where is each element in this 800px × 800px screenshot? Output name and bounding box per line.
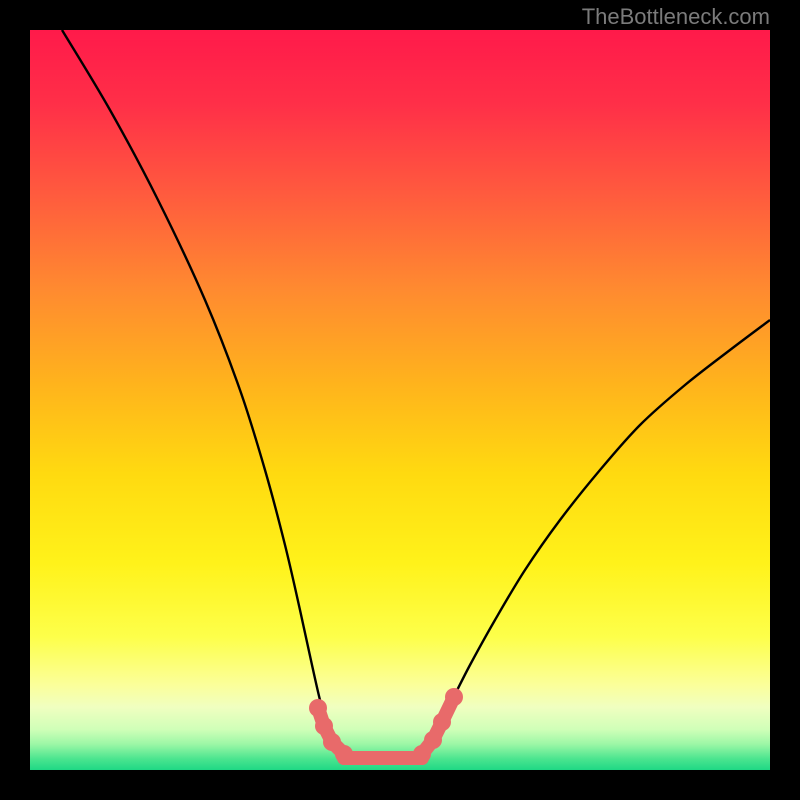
- marker-bead-left-3: [335, 745, 353, 763]
- chart-svg-layer: [0, 0, 800, 800]
- curve-left: [62, 30, 326, 720]
- marker-bead-right-3: [445, 688, 463, 706]
- marker-bead-right-1: [424, 731, 442, 749]
- marker-bead-right-2: [433, 713, 451, 731]
- marker-bead-left-0: [309, 699, 327, 717]
- curve-right: [440, 320, 770, 720]
- marker-bead-left-1: [315, 717, 333, 735]
- marker-bead-right-0: [413, 745, 431, 763]
